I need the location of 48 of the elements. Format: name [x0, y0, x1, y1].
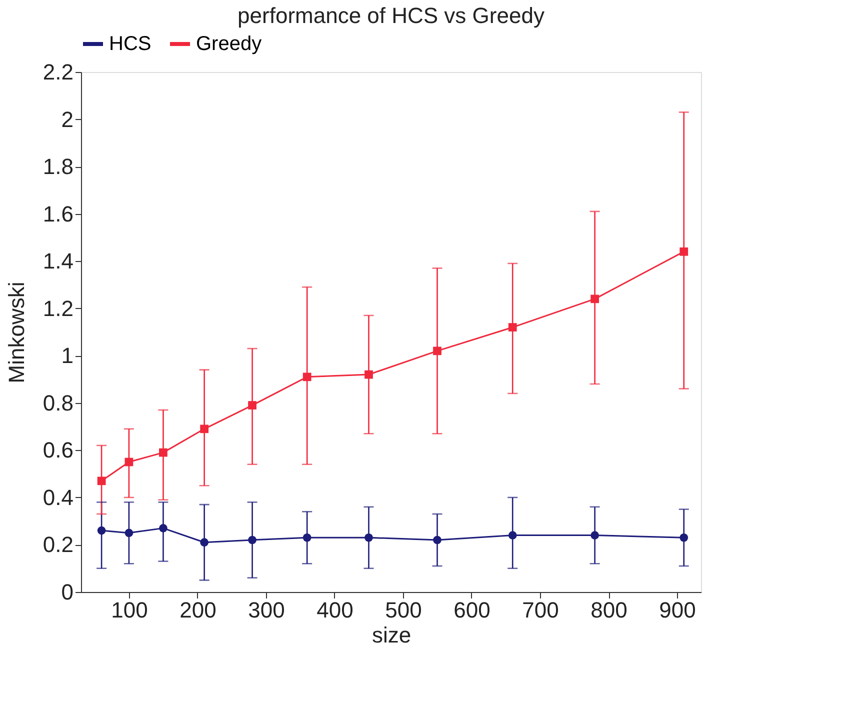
y-tick-label: 1.4	[42, 248, 74, 274]
y-tick-label: 1.6	[42, 201, 74, 226]
point	[302, 372, 312, 382]
point	[364, 370, 373, 379]
x-tick-label: 100	[111, 598, 148, 622]
y-tick-label: 0	[61, 580, 74, 604]
point	[433, 536, 442, 544]
y-tick-label: 0.4	[42, 484, 74, 510]
y-tick-label: 0.6	[42, 438, 74, 463]
point	[200, 538, 208, 547]
point	[590, 531, 599, 540]
y-tick-label: 2	[61, 106, 74, 132]
point	[159, 524, 168, 532]
point	[590, 294, 599, 304]
point	[302, 533, 312, 542]
x-tick-label: 900	[659, 598, 696, 622]
x-tick-label: 400	[316, 598, 354, 622]
y-tick-label: 2.2	[42, 60, 74, 84]
x-tick-label: 500	[385, 598, 422, 622]
y-tick-label: 1.8	[42, 154, 74, 180]
chart-title: performance of HCS vs Greedy	[238, 3, 544, 28]
point	[364, 533, 373, 542]
x-tick-label: 800	[590, 598, 628, 622]
point	[248, 401, 256, 410]
point	[97, 526, 106, 535]
point	[433, 346, 442, 356]
point	[200, 424, 208, 434]
legend-label: HCS	[109, 33, 152, 55]
point	[124, 458, 134, 466]
point	[248, 536, 256, 544]
x-axis-title: size	[372, 622, 412, 648]
y-tick-label: 0.2	[42, 532, 74, 558]
point	[680, 533, 688, 542]
y-tick-label: 0.8	[42, 390, 74, 416]
x-tick-label: 700	[522, 598, 559, 622]
point	[124, 528, 134, 538]
legend-label: Greedy	[196, 33, 262, 55]
y-tick-label: 1	[61, 343, 74, 368]
point	[508, 531, 517, 540]
point	[508, 323, 517, 332]
x-tick-label: 600	[454, 598, 490, 622]
x-tick-label: 300	[248, 598, 285, 622]
point	[159, 448, 168, 457]
y-tick-label: 1.2	[42, 296, 74, 321]
x-tick-label: 200	[180, 598, 216, 622]
y-axis-title: Minkowski	[4, 282, 29, 384]
point	[97, 476, 106, 486]
point	[680, 247, 688, 256]
